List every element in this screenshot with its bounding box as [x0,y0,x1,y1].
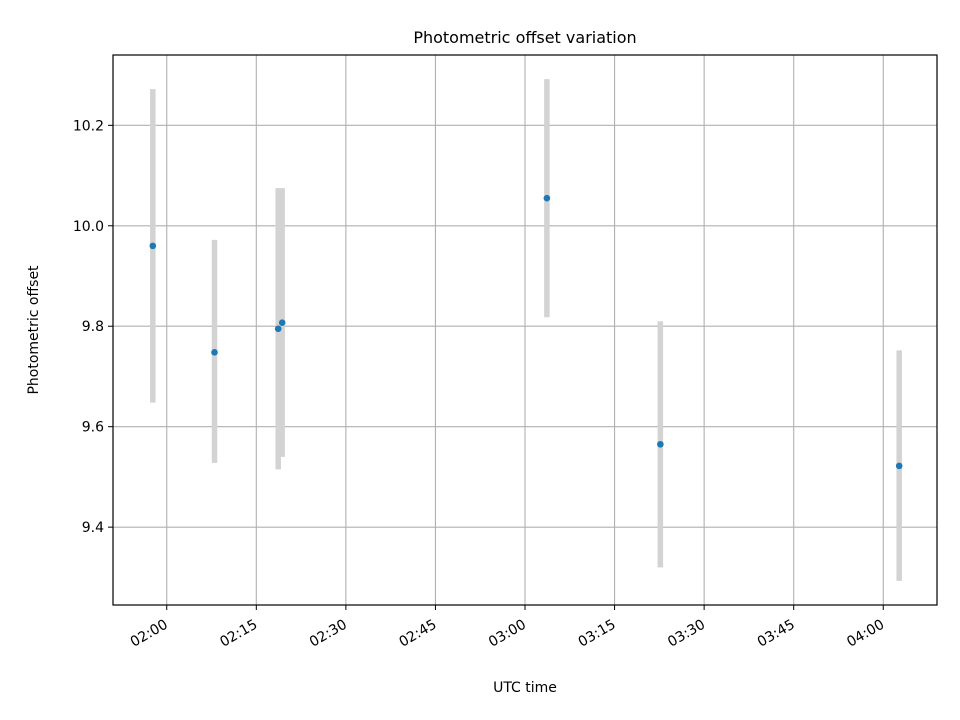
x-axis-label: UTC time [493,680,557,696]
data-point [211,349,218,356]
y-tick-label: 10.2 [73,118,104,134]
data-point [149,242,157,250]
y-tick-label: 10.0 [73,219,104,235]
y-axis-label: Photometric offset [26,265,42,395]
y-tick-label: 9.4 [82,520,104,536]
data-point [278,319,286,327]
grid-lines [113,55,937,605]
data-point [274,325,282,333]
data-points [149,194,903,470]
y-tick-label: 9.6 [82,420,104,436]
data-point [543,194,551,202]
y-tick-label: 9.8 [82,319,104,335]
chart-title: Photometric offset variation [413,28,636,47]
data-point [895,462,903,470]
y-axis-ticks: 9.4 9.6 9.8 10.0 10.2 [73,118,113,536]
data-point [657,440,664,448]
